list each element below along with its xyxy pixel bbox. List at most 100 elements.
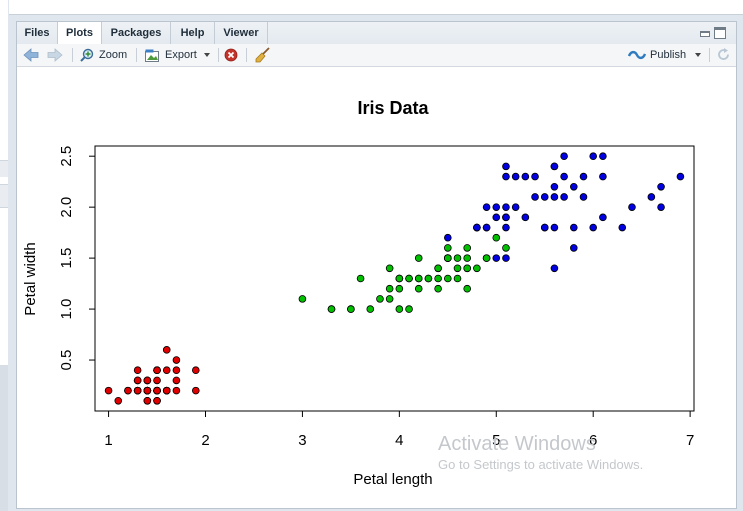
data-point — [444, 254, 452, 262]
data-point — [482, 203, 491, 211]
minimize-pane-icon[interactable] — [700, 31, 710, 37]
data-point — [172, 386, 181, 395]
x-tick-label: 5 — [492, 432, 500, 449]
tab-help[interactable]: Help — [171, 22, 215, 44]
data-point — [414, 254, 423, 262]
x-axis-label: Petal length — [353, 471, 432, 488]
data-point — [482, 223, 491, 232]
data-point — [492, 213, 501, 222]
data-point — [124, 386, 132, 395]
data-point — [521, 172, 530, 181]
chart-title: Iris Data — [357, 98, 429, 118]
data-point — [560, 152, 568, 160]
maximize-pane-icon[interactable] — [714, 27, 726, 39]
left-pane-tab[interactable] — [0, 184, 8, 208]
left-pane-scrollbar[interactable] — [0, 365, 8, 511]
y-axis-label: Petal width — [22, 242, 39, 315]
zoom-label: Zoom — [99, 49, 128, 61]
data-point — [628, 203, 636, 211]
data-point — [133, 376, 142, 385]
data-point — [298, 295, 307, 303]
data-point — [153, 397, 161, 405]
data-point — [531, 193, 539, 201]
data-point — [143, 386, 152, 395]
tab-plots[interactable]: Plots — [58, 22, 102, 45]
data-point — [366, 305, 375, 313]
data-point — [473, 264, 481, 273]
tab-packages[interactable]: Packages — [102, 22, 171, 44]
windows-activation-watermark: Activate Windows Go to Settings to activ… — [438, 432, 728, 474]
data-point — [589, 152, 597, 160]
zoom-icon — [80, 48, 94, 62]
data-point — [570, 244, 578, 252]
data-point — [153, 386, 161, 395]
watermark-subtitle: Go to Settings to activate Windows. — [438, 457, 644, 472]
data-point — [153, 366, 161, 375]
broom-icon[interactable] — [255, 47, 271, 63]
export-label: Export — [165, 49, 197, 61]
publish-icon — [628, 50, 646, 60]
data-point — [657, 182, 665, 191]
data-point — [347, 305, 355, 313]
y-tick-label: 1.5 — [58, 248, 75, 269]
data-point — [550, 162, 559, 171]
x-tick-label: 1 — [104, 432, 112, 449]
data-point — [540, 193, 549, 201]
data-point — [657, 203, 665, 211]
zoom-button[interactable]: Zoom — [78, 46, 130, 64]
data-point — [405, 305, 413, 313]
export-button[interactable]: Export — [143, 46, 215, 64]
toolbar-separator — [136, 48, 137, 62]
data-point — [618, 223, 627, 232]
forward-arrow-icon[interactable] — [47, 48, 63, 62]
data-point — [570, 223, 578, 232]
data-point — [172, 376, 181, 385]
toolbar-separator — [709, 48, 710, 62]
data-point — [492, 203, 501, 211]
data-point — [570, 182, 578, 191]
data-point — [385, 284, 394, 293]
data-point — [192, 366, 200, 375]
publish-button[interactable]: Publish — [628, 46, 716, 64]
data-point — [395, 274, 404, 283]
left-pane-tab[interactable] — [0, 160, 8, 177]
data-point — [453, 264, 462, 273]
scatter-points — [104, 152, 685, 405]
back-arrow-icon[interactable] — [23, 48, 39, 62]
watermark-title: Activate Windows — [438, 433, 596, 455]
data-point — [676, 172, 685, 181]
toolbar-separator — [246, 48, 247, 62]
data-point — [104, 386, 113, 395]
remove-plot-icon[interactable] — [224, 48, 238, 62]
data-point — [162, 386, 171, 395]
data-point — [143, 397, 152, 405]
data-point — [405, 274, 413, 283]
data-point — [444, 244, 452, 252]
toolbar-separator — [72, 48, 73, 62]
data-point — [463, 284, 471, 293]
data-point — [414, 284, 423, 293]
tab-viewer[interactable]: Viewer — [215, 22, 268, 44]
x-tick-label: 7 — [686, 432, 694, 449]
data-point — [162, 346, 171, 354]
chevron-down-icon — [695, 53, 701, 57]
data-point — [502, 213, 510, 222]
x-tick-label: 6 — [589, 432, 597, 449]
data-point — [502, 162, 510, 171]
data-point — [463, 264, 471, 273]
tab-files[interactable]: Files — [17, 22, 58, 44]
refresh-icon[interactable] — [716, 47, 731, 62]
data-point — [453, 254, 462, 262]
data-point — [153, 376, 161, 385]
data-point — [385, 264, 394, 273]
upper-pane-edge — [9, 0, 743, 15]
y-axis: 0.5 1.0 1.5 2.0 2.5 — [58, 146, 96, 370]
x-tick-label: 3 — [298, 432, 306, 449]
data-point — [114, 397, 123, 405]
plot-frame — [94, 145, 695, 412]
data-point — [133, 386, 142, 395]
export-icon — [145, 49, 159, 62]
data-point — [599, 213, 607, 222]
data-point — [424, 274, 433, 283]
